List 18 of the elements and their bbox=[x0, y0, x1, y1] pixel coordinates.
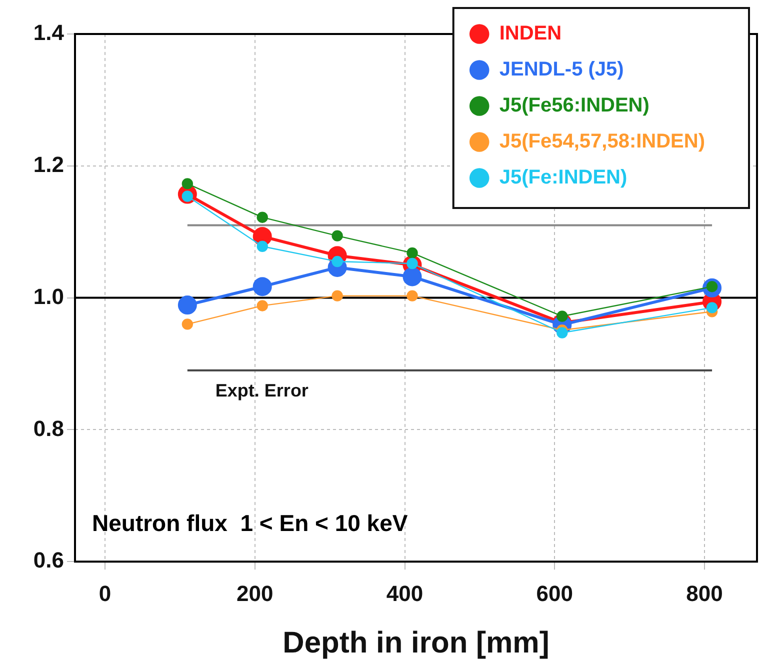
x-tick-label: 400 bbox=[386, 580, 424, 606]
x-axis-title: Depth in iron [mm] bbox=[282, 626, 550, 660]
legend-label: INDEN bbox=[499, 22, 562, 45]
x-tick-label: 0 bbox=[98, 580, 112, 606]
legend-label: J5(Fe54,57,58:INDEN) bbox=[499, 130, 706, 153]
legend-label: J5(Fe56:INDEN) bbox=[499, 94, 650, 117]
annotation: Neutron flux 1 < En < 10 keV bbox=[92, 510, 408, 537]
x-tick-label: 800 bbox=[686, 580, 723, 606]
y-tick-label: 0.6 bbox=[33, 548, 64, 573]
y-tick-label: 0.8 bbox=[33, 416, 64, 441]
legend-label: J5(Fe:INDEN) bbox=[499, 166, 628, 189]
ref-line-label: Expt. Error bbox=[215, 380, 308, 400]
x-tick-label: 600 bbox=[536, 580, 574, 606]
y-tick-label: 1.2 bbox=[33, 152, 64, 177]
x-tick-label: 200 bbox=[236, 580, 274, 606]
y-tick-label: 1.0 bbox=[33, 284, 64, 309]
y-tick-label: 1.4 bbox=[33, 20, 65, 46]
legend-label: JENDL-5 (J5) bbox=[499, 58, 624, 81]
